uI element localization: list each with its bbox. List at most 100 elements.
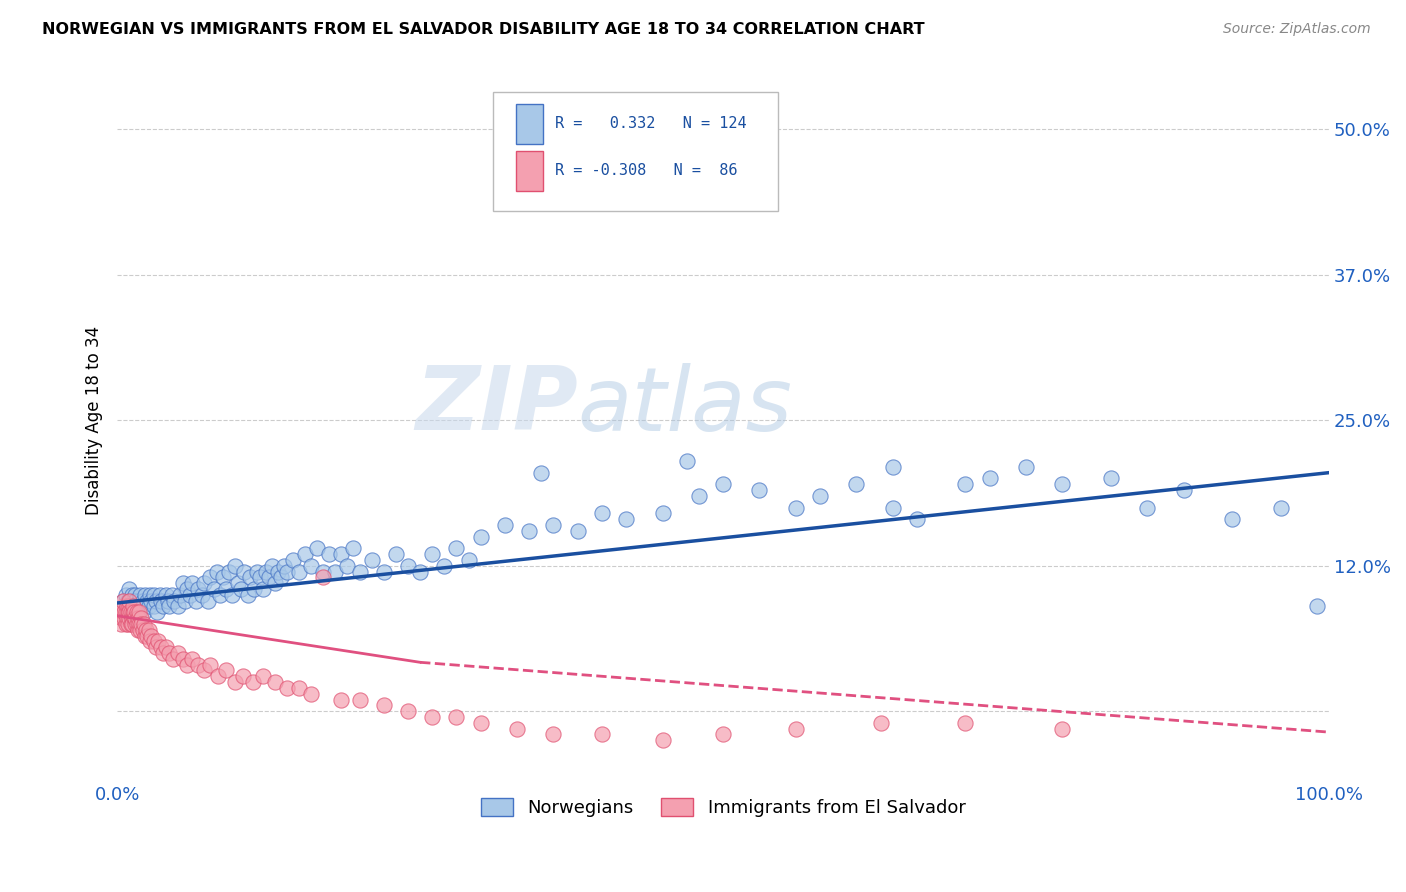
Point [288, 565, 311, 579]
Point [336, 558, 359, 573]
Point [139, 634, 162, 648]
Point [1270, 500, 1292, 515]
Point [122, 599, 145, 614]
Text: R =   0.332   N = 124: R = 0.332 N = 124 [554, 117, 747, 131]
Point [457, 553, 479, 567]
Point [152, 599, 174, 614]
Point [112, 593, 135, 607]
Point [115, 599, 138, 614]
Point [118, 593, 141, 607]
Point [243, 582, 266, 596]
Point [567, 524, 589, 538]
Point [688, 489, 710, 503]
Point [330, 547, 353, 561]
Point [114, 616, 136, 631]
Point [543, 727, 565, 741]
Point [166, 599, 188, 614]
Point [166, 646, 188, 660]
Point [207, 669, 229, 683]
Point [211, 570, 233, 584]
Point [121, 588, 143, 602]
Point [120, 605, 142, 619]
Point [252, 669, 274, 683]
Point [955, 715, 977, 730]
Point [229, 582, 252, 596]
Point [651, 733, 673, 747]
Point [124, 593, 146, 607]
Point [281, 553, 304, 567]
Point [114, 611, 136, 625]
Point [135, 623, 157, 637]
Point [148, 634, 170, 648]
Point [785, 722, 807, 736]
Point [117, 616, 139, 631]
Point [197, 593, 219, 607]
Point [134, 629, 156, 643]
Point [127, 605, 149, 619]
Point [122, 605, 145, 619]
Point [174, 593, 197, 607]
Point [342, 541, 364, 556]
Point [396, 704, 419, 718]
Point [131, 623, 153, 637]
Point [1015, 459, 1038, 474]
Point [1220, 512, 1243, 526]
Text: ZIP: ZIP [415, 362, 578, 450]
Point [125, 616, 148, 631]
Point [131, 599, 153, 614]
Point [209, 588, 232, 602]
Point [591, 727, 613, 741]
Point [118, 593, 141, 607]
Point [112, 593, 135, 607]
Point [263, 675, 285, 690]
Point [882, 459, 904, 474]
Point [139, 629, 162, 643]
Point [131, 593, 153, 607]
Point [118, 599, 141, 614]
Point [155, 640, 177, 655]
Bar [516, 151, 543, 191]
Point [543, 518, 565, 533]
Point [276, 681, 298, 695]
Point [121, 611, 143, 625]
Point [224, 675, 246, 690]
Point [124, 588, 146, 602]
Point [420, 710, 443, 724]
Point [122, 611, 145, 625]
Point [1306, 599, 1329, 614]
Point [187, 582, 209, 596]
Point [191, 588, 214, 602]
Point [218, 565, 240, 579]
Point [145, 593, 167, 607]
Point [330, 692, 353, 706]
Point [124, 616, 146, 631]
Point [233, 565, 256, 579]
Point [239, 570, 262, 584]
Point [1173, 483, 1195, 497]
Point [299, 687, 322, 701]
Point [1136, 500, 1159, 515]
Legend: Norwegians, Immigrants from El Salvador: Norwegians, Immigrants from El Salvador [471, 789, 974, 826]
Point [349, 565, 371, 579]
Point [228, 576, 250, 591]
Point [114, 588, 136, 602]
Point [118, 605, 141, 619]
Point [138, 599, 160, 614]
Point [115, 611, 138, 625]
Point [193, 664, 215, 678]
Point [1052, 722, 1074, 736]
Point [905, 512, 928, 526]
Point [318, 547, 340, 561]
Point [249, 570, 271, 584]
Point [142, 634, 165, 648]
Point [530, 466, 553, 480]
Point [396, 558, 419, 573]
Point [273, 558, 295, 573]
Point [139, 588, 162, 602]
Point [748, 483, 770, 497]
Point [179, 588, 201, 602]
Point [614, 512, 637, 526]
Point [169, 588, 191, 602]
Point [163, 593, 186, 607]
Point [215, 582, 238, 596]
